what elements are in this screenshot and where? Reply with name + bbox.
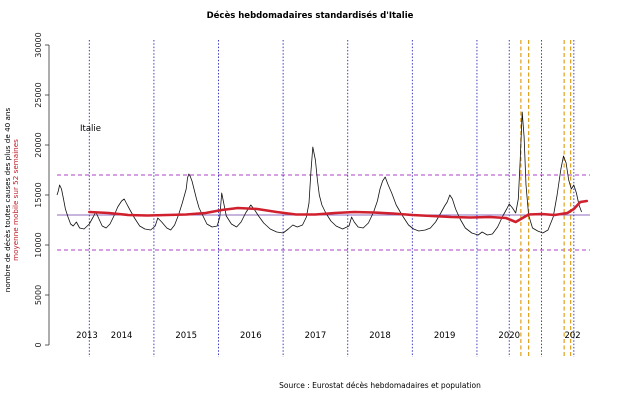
year-label: 2019 (434, 331, 456, 341)
y-tick-label: 10000 (34, 232, 43, 257)
reference-lines (57, 174, 590, 251)
weekly-deaths-line (56, 111, 582, 236)
series (56, 111, 589, 236)
y-tick-label: 25000 (34, 82, 43, 107)
y-axis: 0 5000 10000 15000 20000 25000 30000 (34, 32, 50, 348)
country-label: Italie (80, 124, 101, 134)
year-label: 2014 (111, 331, 133, 341)
year-labels: 2013 2014 2015 2016 2017 2018 2019 2020 202 (76, 331, 580, 341)
year-label: 2020 (498, 331, 520, 341)
y-tick-label: 0 (34, 342, 43, 347)
year-label: 2016 (240, 331, 262, 341)
year-label: 2017 (305, 331, 327, 341)
year-label: 2013 (76, 331, 98, 341)
y-axis-label: nombre de décès toutes causes des plus d… (3, 108, 12, 293)
y-tick-label: 20000 (34, 132, 43, 157)
source-note: Source : Eurostat décès hebdomadaires et… (279, 381, 481, 390)
vertical-markers (88, 40, 575, 357)
chart-title: Décès hebdomadaires standardisés d'Itali… (207, 10, 414, 21)
year-label: 2018 (369, 331, 391, 341)
y-tick-label: 30000 (34, 32, 43, 57)
year-label: 202 (564, 331, 580, 341)
year-label: 2015 (175, 331, 197, 341)
moving-average-line (88, 199, 589, 224)
y-tick-label: 15000 (34, 182, 43, 207)
y-tick-label: 5000 (34, 285, 43, 305)
y-axis-label-moving-average: moyenne mobile sur 52 semaines (11, 139, 20, 261)
